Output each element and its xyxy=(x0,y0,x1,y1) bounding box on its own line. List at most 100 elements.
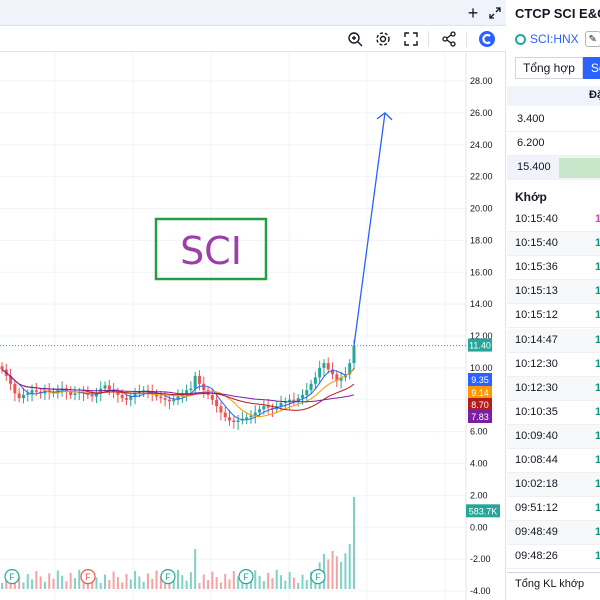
candle-body xyxy=(90,394,94,397)
settings-icon[interactable] xyxy=(372,28,394,50)
volume-bar xyxy=(69,572,72,589)
candle-body xyxy=(146,390,150,392)
trade-row[interactable]: 09:48:26 11 xyxy=(507,545,600,570)
y-tick-label: 20.00 xyxy=(470,204,493,214)
chart-toolbar xyxy=(0,26,506,52)
volume-bar xyxy=(280,575,283,589)
expand-icon[interactable] xyxy=(484,2,506,24)
candle-body xyxy=(318,367,322,378)
volume-tag xyxy=(466,504,500,518)
trade-row[interactable]: 10:15:13 11 xyxy=(507,280,600,305)
trade-time: 10:02:18 xyxy=(515,478,558,491)
tab-summary[interactable]: Tổng hợp xyxy=(515,57,583,79)
annotation-box[interactable] xyxy=(154,217,268,281)
price-tag-label: 8.70 xyxy=(471,400,489,410)
volume-bar xyxy=(48,573,51,589)
trade-price: 11 xyxy=(595,429,600,442)
trade-row[interactable]: 10:12:30 11 xyxy=(507,353,600,377)
event-marker-icon[interactable] xyxy=(160,569,176,585)
volume-bar xyxy=(327,559,330,589)
volume-bar xyxy=(331,551,334,589)
edit-icon[interactable]: ✎ xyxy=(584,31,600,47)
y-tick-label: 22.00 xyxy=(470,172,493,182)
trade-row[interactable]: 10:09:40 11 xyxy=(507,424,600,449)
volume-bar xyxy=(559,158,600,178)
trade-time: 10:15:13 xyxy=(515,285,558,298)
brand-logo-icon[interactable] xyxy=(476,28,498,50)
volume-bar xyxy=(155,570,158,589)
volume-bar xyxy=(52,578,55,589)
ticker-link[interactable]: SCI:HNX xyxy=(530,32,579,46)
orderbook-row: 3.400 xyxy=(507,108,600,132)
y-tick-label: 12.00 xyxy=(470,331,493,341)
volume-bar xyxy=(39,576,42,589)
event-marker-icon[interactable] xyxy=(310,569,326,585)
trade-row[interactable]: 10:02:18 11 xyxy=(507,473,600,498)
add-tab-icon[interactable]: + xyxy=(467,2,479,23)
trade-row[interactable]: 10:15:40 11 xyxy=(507,208,600,232)
event-marker-label: F xyxy=(315,572,321,582)
candle-body xyxy=(300,394,304,399)
volume-bar xyxy=(1,583,3,589)
price-chart[interactable]: 28.00 26.00 24.00 22.00 20.00 18.00 16.00 14.00… xyxy=(0,52,506,600)
ticker-row: SCI:HNX ✎ xyxy=(515,30,600,48)
volume-bar xyxy=(249,578,252,589)
candle-body xyxy=(69,391,73,395)
trade-time: 10:15:36 xyxy=(515,261,558,274)
candle-body xyxy=(331,369,335,375)
trade-row[interactable]: 10:15:12 11 xyxy=(507,304,600,329)
candle-body xyxy=(189,388,193,391)
event-marker-icon[interactable] xyxy=(238,569,254,585)
trade-row[interactable]: 10:15:40 11 xyxy=(507,232,600,257)
volume-bar xyxy=(99,583,102,589)
tab-orderbook[interactable]: Sổ xyxy=(582,57,600,79)
volume-bar xyxy=(134,571,137,589)
zoom-icon[interactable] xyxy=(344,28,366,50)
y-tick-label: 18.00 xyxy=(470,235,493,245)
price-tag xyxy=(468,398,492,411)
candle-body xyxy=(142,390,146,392)
volume-bar xyxy=(215,577,218,589)
price-tag xyxy=(468,373,492,386)
candle-body xyxy=(120,394,124,399)
trade-row[interactable]: 10:10:35 11 xyxy=(507,401,600,425)
trade-row[interactable]: 10:15:36 11 xyxy=(507,256,600,281)
trade-row[interactable]: 10:08:44 11 xyxy=(507,449,600,473)
trade-row[interactable]: 10:14:47 11 xyxy=(507,328,600,353)
candle-body xyxy=(219,406,223,413)
trade-row[interactable]: 09:48:49 11 xyxy=(507,521,600,546)
volume-bar xyxy=(9,580,12,589)
trade-price: 11 xyxy=(595,550,600,563)
trade-price: 11 xyxy=(595,237,600,250)
y-tick-label: 14.00 xyxy=(470,299,493,309)
company-title: CTCP SCI E&C xyxy=(515,6,600,21)
volume-bar xyxy=(224,574,227,589)
volume-bar xyxy=(146,573,149,589)
candle-body xyxy=(159,396,163,399)
volume-bar xyxy=(267,572,270,589)
candle-body xyxy=(322,363,326,368)
candle-body xyxy=(288,399,292,402)
orderbook-value: 3.400 xyxy=(517,113,545,125)
candle-body xyxy=(249,415,253,418)
symbol-panel: CTCP SCI E&C SCI:HNX ✎ Tổng hợp Sổ Đặt 3… xyxy=(507,0,600,600)
volume-bar xyxy=(181,575,184,589)
volume-bar xyxy=(353,497,355,589)
volume-bar xyxy=(194,549,197,589)
volume-bar xyxy=(73,578,76,589)
trade-price: 11 xyxy=(595,502,600,515)
projection-arrow[interactable] xyxy=(353,112,386,346)
candle-body xyxy=(133,393,137,397)
trade-time: 10:08:44 xyxy=(515,454,558,466)
event-marker-icon[interactable] xyxy=(4,569,20,585)
candle-body xyxy=(202,383,206,391)
candle-body xyxy=(163,398,167,400)
volume-bar xyxy=(95,577,98,589)
candle-body xyxy=(266,406,270,408)
trade-price: 11 xyxy=(595,381,600,394)
share-icon[interactable] xyxy=(438,28,460,50)
trade-row[interactable]: 09:51:12 11 xyxy=(507,497,600,522)
fullscreen-icon[interactable] xyxy=(400,28,422,50)
trade-row[interactable]: 10:12:30 11 xyxy=(507,376,600,401)
event-marker-icon[interactable] xyxy=(80,569,96,585)
